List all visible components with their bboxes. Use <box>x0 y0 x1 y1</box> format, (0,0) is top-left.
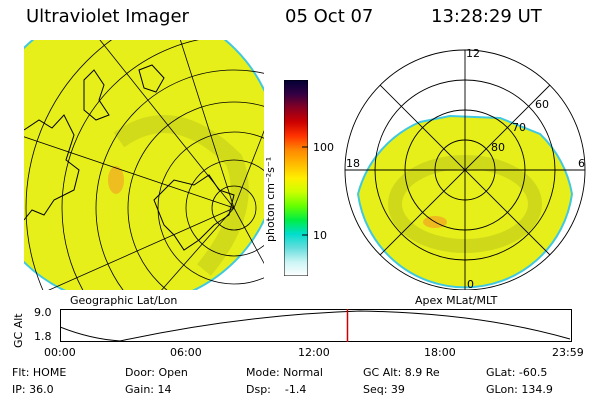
coastline-australia <box>24 114 80 221</box>
altitude-plot <box>60 309 572 342</box>
mlt-label-0: 0 <box>467 278 474 291</box>
info-glon: GLon: 134.9 <box>486 383 553 396</box>
altitude-xtick-4: 23:59 <box>552 346 584 359</box>
altitude-ytick-top: 9.0 <box>34 306 52 319</box>
colorbar <box>284 80 308 276</box>
info-flt: Flt: HOME <box>12 366 67 379</box>
geo-caption: Geographic Lat/Lon <box>70 294 178 307</box>
altitude-xtick-3: 18:00 <box>424 346 456 359</box>
info-gc-alt: GC Alt: 8.9 Re <box>363 366 440 379</box>
lat-label-70: 70 <box>512 121 526 134</box>
info-dsp: Dsp: -1.4 <box>246 383 307 396</box>
colorbar-strip <box>284 80 308 276</box>
info-gain: Gain: 14 <box>125 383 172 396</box>
colorbar-tick-label-100: 100 <box>313 141 334 154</box>
colorbar-unit-label: photon cm⁻²s⁻¹ <box>264 156 277 242</box>
altitude-curve <box>60 310 571 342</box>
mlt-label-12: 12 <box>466 47 480 60</box>
lat-label-60: 60 <box>535 98 549 111</box>
geographic-image <box>24 40 264 290</box>
time-label: 13:28:29 UT <box>431 6 542 27</box>
app-title: Ultraviolet Imager <box>26 6 189 27</box>
latlon-grid <box>24 40 264 290</box>
coastline-island <box>138 64 165 93</box>
coastline-nz <box>83 69 110 121</box>
mlt-label-6: 6 <box>578 157 585 170</box>
info-ip: IP: 36.0 <box>12 383 54 396</box>
altitude-xtick-2: 12:00 <box>298 346 330 359</box>
polar-image <box>344 49 586 290</box>
altitude-axis-label: GC Alt <box>12 313 25 348</box>
auroral-hotspot <box>108 166 124 194</box>
altitude-plot-frame <box>60 309 572 342</box>
mlt-label-18: 18 <box>346 157 360 170</box>
polar-grid <box>344 49 586 290</box>
info-glat: GLat: -60.5 <box>486 366 548 379</box>
altitude-xtick-1: 06:00 <box>170 346 202 359</box>
altitude-xtick-0: 00:00 <box>44 346 76 359</box>
polar-caption: Apex MLat/MLT <box>415 294 498 307</box>
colorbar-tick-label-10: 10 <box>313 229 327 242</box>
info-seq: Seq: 39 <box>363 383 405 396</box>
date-label: 05 Oct 07 <box>285 6 374 27</box>
altitude-ytick-bottom: 1.8 <box>34 330 52 343</box>
lat-label-80: 80 <box>491 141 505 154</box>
info-mode: Mode: Normal <box>246 366 323 379</box>
info-door: Door: Open <box>125 366 188 379</box>
